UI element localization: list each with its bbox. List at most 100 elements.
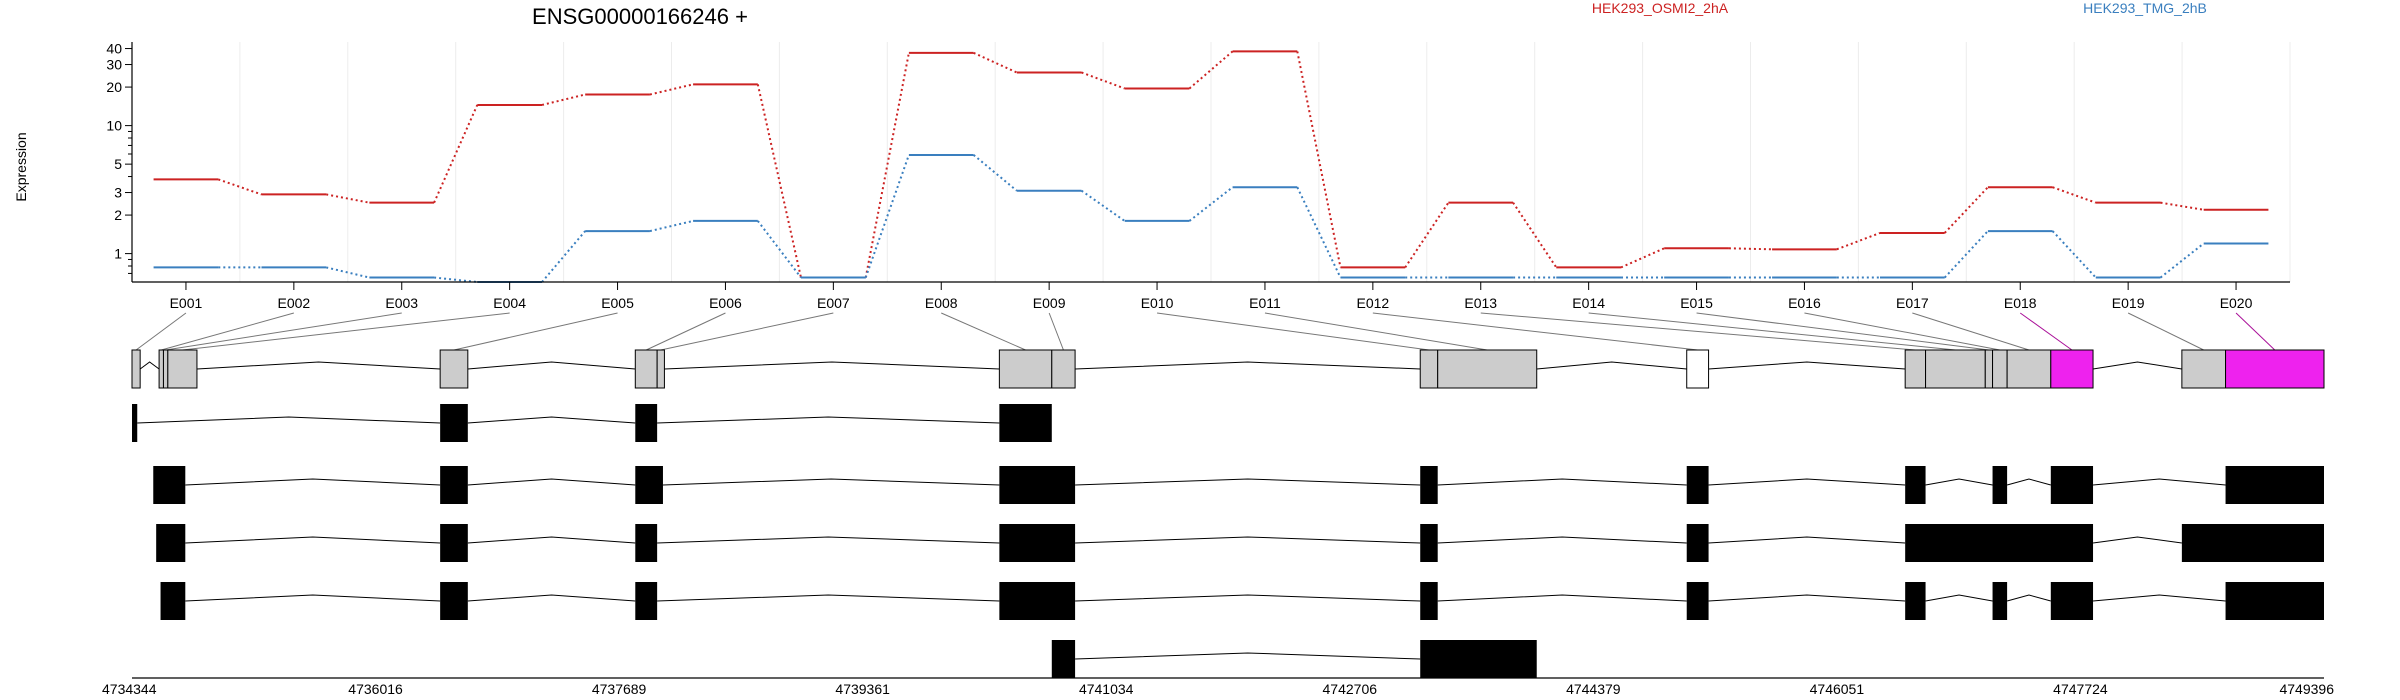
- genomic-axis: 4734344 4736016 4737689 4739361 4741034 47427…: [102, 677, 2334, 697]
- exon-box: [634, 349, 658, 389]
- transcript-exon: [2050, 582, 2094, 620]
- exon-connector: [165, 312, 402, 351]
- transcript-2: [153, 466, 2324, 504]
- exon-connector: [941, 312, 1026, 351]
- transcript-exon: [1420, 466, 1438, 504]
- transcript-intron: [2092, 594, 2226, 602]
- exon-connectors: [135, 312, 2276, 351]
- transcript-exon: [2181, 524, 2324, 562]
- y-tick-label: 30: [106, 57, 122, 73]
- transcript-3: [156, 524, 2324, 562]
- y-tick-label: 20: [106, 79, 122, 95]
- transcript-intron: [185, 478, 441, 486]
- series-lines: [153, 50, 2269, 283]
- transcript-exon: [999, 582, 1076, 620]
- exon-box: [1984, 349, 1994, 389]
- transcript-exon: [1686, 524, 1709, 562]
- x-tick-label: E008: [925, 295, 958, 311]
- transcript-exon: [132, 404, 138, 442]
- intron-line: [139, 361, 160, 370]
- intron-line: [664, 361, 1000, 370]
- exon-box: [1686, 349, 1710, 389]
- exon-box: [1904, 349, 1927, 389]
- transcript-exon: [635, 582, 658, 620]
- exon-box: [1925, 349, 1986, 389]
- exon-box: [162, 349, 169, 389]
- transcript-exon: [1420, 640, 1537, 678]
- exon-connector: [2019, 312, 2073, 351]
- series-connector: [1080, 189, 1126, 222]
- x-tick-label: E005: [601, 295, 634, 311]
- exon-axis: E001 E002 E003 E004 E005 E006 E007 E008 E009 E010…: [132, 281, 2290, 311]
- transcript-intron: [1075, 652, 1421, 660]
- transcript-exon: [1051, 640, 1076, 678]
- series-connector: [2159, 242, 2205, 279]
- x-tick-label: E009: [1033, 295, 1066, 311]
- transcript-exon: [1686, 466, 1709, 504]
- y-axis-label: Expression: [13, 132, 29, 201]
- transcript-exon: [1686, 582, 1709, 620]
- transcript-1: [132, 404, 1052, 442]
- exon-box: [998, 349, 1053, 389]
- transcript-intron: [1075, 478, 1421, 486]
- x-tick-label: E014: [1572, 295, 1605, 311]
- exon-box: [158, 349, 164, 389]
- series-connector: [541, 230, 586, 283]
- exon-connector: [1156, 312, 1430, 351]
- transcript-intron: [662, 478, 1000, 486]
- transcript-exon: [999, 466, 1076, 504]
- x-tick-label: E019: [2112, 295, 2145, 311]
- exon-box: [131, 349, 141, 389]
- transcript-exon: [1420, 524, 1438, 562]
- series-connector: [649, 83, 694, 96]
- series-2: [153, 153, 2269, 283]
- exon-connector: [660, 312, 834, 351]
- exon-connector: [1696, 312, 1989, 351]
- exon-box: [2225, 349, 2325, 389]
- transcript-intron: [467, 416, 636, 424]
- exon-box: [439, 349, 469, 389]
- transcript-exon: [999, 524, 1076, 562]
- genomic-tick-label: 4746051: [1810, 681, 1865, 697]
- exon-connector: [161, 312, 294, 351]
- transcript-intron: [1708, 594, 1906, 602]
- x-tick-label: E010: [1141, 295, 1174, 311]
- transcript-exon: [440, 524, 468, 562]
- transcript-intron: [1437, 594, 1687, 602]
- transcript-intron: [657, 594, 1000, 602]
- genomic-tick-label: 4741034: [1079, 681, 1134, 697]
- exon-box: [656, 349, 665, 389]
- x-tick-label: E016: [1788, 295, 1821, 311]
- transcript-exon: [2225, 466, 2324, 504]
- transcript-exon: [1992, 582, 2008, 620]
- genomic-tick-label: 4739361: [835, 681, 890, 697]
- exon-box: [1992, 349, 2008, 389]
- exon-connector: [1804, 312, 2000, 351]
- exon-connector: [1372, 312, 1698, 351]
- transcripts: [132, 404, 2324, 678]
- transcript-intron: [137, 416, 441, 424]
- x-tick-label: E015: [1680, 295, 1713, 311]
- transcript-exon: [440, 466, 468, 504]
- transcript-intron: [1075, 594, 1421, 602]
- x-tick-label: E018: [2004, 295, 2037, 311]
- transcript-exon: [635, 466, 663, 504]
- gene-model: [131, 349, 2325, 389]
- series-connector: [1296, 51, 1342, 268]
- exon-box: [2050, 349, 2094, 389]
- transcript-intron: [2092, 478, 2226, 486]
- exon-connector: [1264, 312, 1488, 351]
- x-tick-label: E011: [1249, 295, 1281, 311]
- transcript-intron: [467, 536, 636, 544]
- exon-box: [167, 349, 198, 389]
- series-connector: [2051, 230, 2097, 279]
- series-connector: [1943, 230, 1989, 279]
- series-connector: [1188, 186, 1234, 222]
- transcript-exon: [1905, 466, 1926, 504]
- transcript-exon: [1905, 582, 1926, 620]
- transcript-intron: [467, 478, 636, 486]
- exon-connector: [182, 312, 510, 351]
- exon-connector: [2235, 312, 2276, 351]
- transcript-4: [160, 582, 2324, 620]
